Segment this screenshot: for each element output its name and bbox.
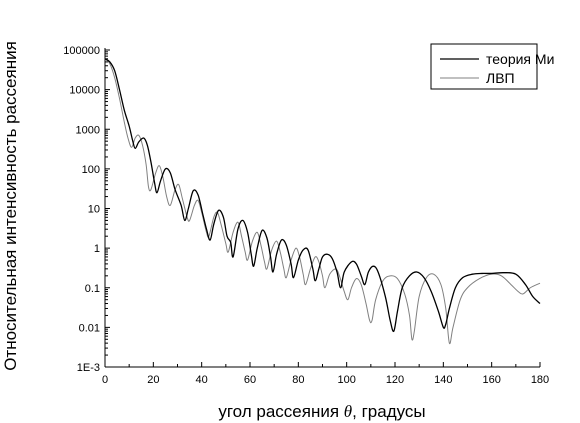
y-tick-label: 1 [94,243,100,255]
series-group [104,58,541,345]
legend: теория Ми ЛВП [430,43,554,90]
y-tick-label: 0.1 [85,283,100,295]
y-tick-label: 10 [88,204,100,216]
y-tick-label: 0.01 [79,322,100,334]
y-tick-label: 1E-3 [77,362,100,374]
x-tick-label: 60 [244,374,256,386]
y-tick-label: 10000 [69,85,100,97]
y-tick-label: 100000 [63,45,100,57]
theta-symbol: θ [344,402,352,421]
plot-area: 0 20 40 60 80 100 120 140 160 180 1E-30.010.11101… [63,45,549,386]
x-axis-title-prefix: угол рассеяния [218,402,343,421]
y-tick-label: 1000 [76,124,100,136]
x-tick-label: 120 [386,374,404,386]
x-tick-label: 0 [102,374,108,386]
y-ticks: 1E-3 0.01 0.1 1 10 100 1000 10000 100000 [63,45,110,374]
y-axis-title: Относительная интенсивность рассеяния [1,41,20,371]
x-ticks: 0 20 40 60 80 100 120 140 160 180 [102,362,549,386]
x-tick-label: 180 [531,374,549,386]
x-tick-label: 20 [147,374,159,386]
series-line-lvp [104,58,541,345]
legend-label-mie: теория Ми [486,51,554,67]
y-tick-label: 100 [82,164,100,176]
x-axis-title: угол рассеяния θ, градусы [218,402,425,421]
legend-box [430,43,538,90]
series-line-mie [104,58,541,333]
x-axis-title-suffix: , градусы [352,402,426,421]
x-tick-label: 160 [482,374,500,386]
x-tick-label: 80 [292,374,304,386]
x-tick-label: 40 [196,374,208,386]
x-tick-label: 140 [434,374,452,386]
legend-label-lvp: ЛВП [486,70,515,86]
x-tick-label: 100 [337,374,355,386]
